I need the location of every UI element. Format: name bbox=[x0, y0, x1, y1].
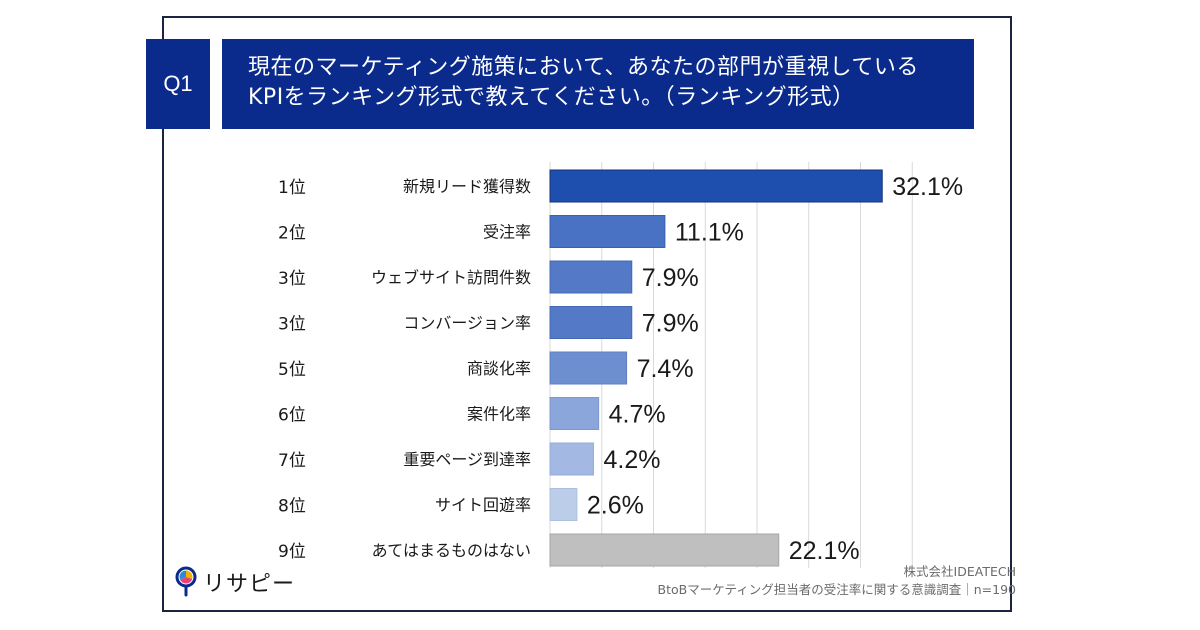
rank-label: 9位 bbox=[278, 542, 306, 562]
bar bbox=[549, 260, 633, 294]
rank-label: 2位 bbox=[278, 224, 306, 244]
question-number-badge: Q1 bbox=[146, 39, 210, 129]
bar bbox=[549, 351, 628, 385]
bar bbox=[549, 488, 578, 521]
data-label: 22.1% bbox=[789, 537, 860, 565]
labels: 1位 新規リード獲得数 32.1% 2位 受注率 11.1% 3位 ウェブサイト訪問件数 7.9… bbox=[278, 173, 963, 565]
data-label: 11.1% bbox=[675, 219, 744, 247]
data-label: 2.6% bbox=[587, 492, 644, 520]
bar bbox=[549, 215, 666, 248]
question-number: Q1 bbox=[163, 71, 193, 96]
magnifier-pie-icon bbox=[175, 566, 197, 597]
category-label: ウェブサイト訪問件数 bbox=[371, 268, 531, 287]
category-label: 重要ページ到達率 bbox=[403, 450, 531, 469]
question-title: 現在のマーケティング施策において、あなたの部門が重視している KPIをランキング… bbox=[222, 39, 974, 129]
bar bbox=[549, 397, 600, 430]
data-label: 7.9% bbox=[642, 264, 699, 292]
category-label: コンバージョン率 bbox=[403, 314, 531, 333]
brand-logo-text: リサピー bbox=[203, 572, 296, 597]
category-label: 受注率 bbox=[483, 223, 531, 242]
rank-label: 8位 bbox=[278, 497, 306, 517]
bars bbox=[549, 169, 883, 567]
data-label: 4.2% bbox=[603, 446, 660, 474]
question-title-line-1: 現在のマーケティング施策において、あなたの部門が重視している bbox=[248, 55, 919, 80]
category-label: サイト回遊率 bbox=[435, 496, 531, 515]
category-label: 商談化率 bbox=[467, 359, 531, 378]
bar bbox=[549, 533, 780, 567]
category-label: 新規リード獲得数 bbox=[403, 177, 531, 196]
data-label: 7.9% bbox=[642, 310, 699, 338]
data-label: 4.7% bbox=[609, 401, 666, 429]
source-footer: 株式会社IDEATECH BtoBマーケティング担当者の受注率に関する意識調査｜… bbox=[658, 563, 1016, 599]
category-label: 案件化率 bbox=[467, 405, 531, 424]
bar bbox=[549, 442, 594, 476]
rank-label: 1位 bbox=[278, 178, 306, 198]
footer-survey: BtoBマーケティング担当者の受注率に関する意識調査｜n=190 bbox=[657, 582, 1016, 597]
rank-label: 6位 bbox=[278, 406, 306, 426]
question-title-line-2: KPIをランキング形式で教えてください。（ランキング形式） bbox=[248, 85, 855, 110]
data-label: 32.1% bbox=[892, 173, 963, 201]
footer-company: 株式会社IDEATECH bbox=[903, 564, 1016, 579]
category-label: あてはまるものはない bbox=[372, 541, 531, 560]
rank-label: 3位 bbox=[278, 269, 306, 289]
rank-label: 7位 bbox=[278, 451, 306, 471]
rank-label: 5位 bbox=[278, 360, 306, 380]
brand-logo: リサピー bbox=[175, 566, 295, 598]
bar bbox=[549, 169, 883, 203]
rank-label: 3位 bbox=[278, 315, 306, 335]
bar bbox=[549, 306, 633, 339]
data-label: 7.4% bbox=[637, 355, 694, 383]
